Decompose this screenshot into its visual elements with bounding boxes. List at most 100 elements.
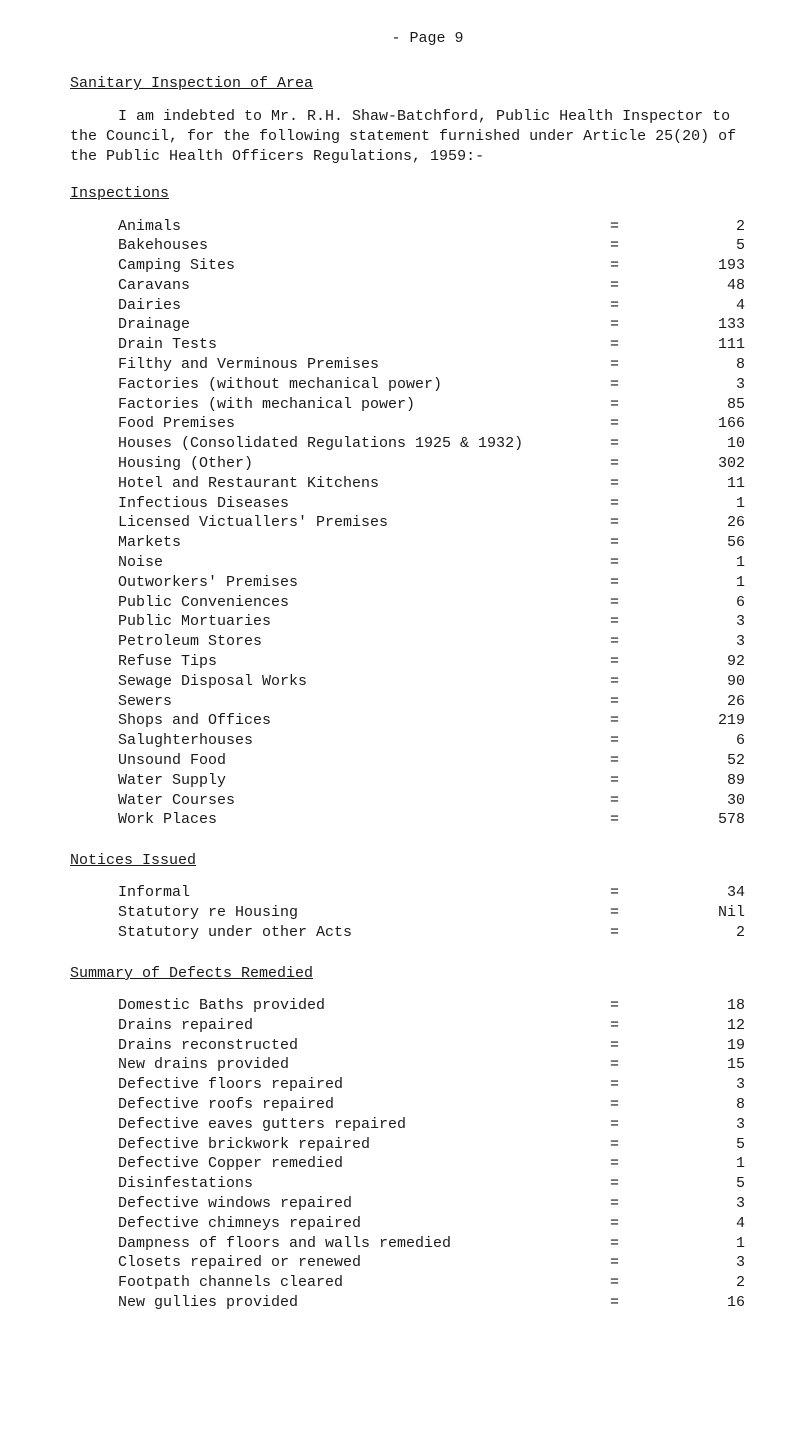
- row-label: Drains reconstructed: [118, 1036, 610, 1056]
- row-equals: =: [610, 672, 690, 692]
- data-row: Food Premises=166: [70, 414, 745, 434]
- row-equals: =: [610, 513, 690, 533]
- row-value: 8: [690, 1095, 745, 1115]
- row-value: 302: [690, 454, 745, 474]
- data-row: Housing (Other)=302: [70, 454, 745, 474]
- data-row: Animals=2: [70, 217, 745, 237]
- row-value: 3: [690, 612, 745, 632]
- row-label: Factories (with mechanical power): [118, 395, 610, 415]
- row-equals: =: [610, 923, 690, 943]
- row-label: Statutory re Housing: [118, 903, 610, 923]
- row-equals: =: [610, 1253, 690, 1273]
- row-equals: =: [610, 771, 690, 791]
- row-label: Work Places: [118, 810, 610, 830]
- row-equals: =: [610, 1234, 690, 1254]
- row-value: 34: [690, 883, 745, 903]
- row-value: 85: [690, 395, 745, 415]
- data-row: Water Supply=89: [70, 771, 745, 791]
- row-label: Informal: [118, 883, 610, 903]
- row-equals: =: [610, 1095, 690, 1115]
- row-label: New drains provided: [118, 1055, 610, 1075]
- row-equals: =: [610, 751, 690, 771]
- row-equals: =: [610, 454, 690, 474]
- row-label: Defective brickwork repaired: [118, 1135, 610, 1155]
- data-row: Public Conveniences=6: [70, 593, 745, 613]
- summary-heading: Summary of Defects Remedied: [70, 965, 745, 982]
- row-value: Nil: [690, 903, 745, 923]
- row-label: Closets repaired or renewed: [118, 1253, 610, 1273]
- row-equals: =: [610, 236, 690, 256]
- row-label: Water Supply: [118, 771, 610, 791]
- section-heading-sanitary: Sanitary Inspection of Area: [70, 75, 745, 92]
- row-equals: =: [610, 276, 690, 296]
- row-equals: =: [610, 652, 690, 672]
- data-row: Drainage=133: [70, 315, 745, 335]
- row-label: Statutory under other Acts: [118, 923, 610, 943]
- row-value: 3: [690, 375, 745, 395]
- row-label: Markets: [118, 533, 610, 553]
- row-equals: =: [610, 335, 690, 355]
- row-equals: =: [610, 355, 690, 375]
- data-row: Defective floors repaired=3: [70, 1075, 745, 1095]
- row-label: Defective chimneys repaired: [118, 1214, 610, 1234]
- data-row: Sewage Disposal Works=90: [70, 672, 745, 692]
- row-equals: =: [610, 494, 690, 514]
- data-row: Filthy and Verminous Premises=8: [70, 355, 745, 375]
- row-equals: =: [610, 1154, 690, 1174]
- data-row: Closets repaired or renewed=3: [70, 1253, 745, 1273]
- data-row: Licensed Victuallers' Premises=26: [70, 513, 745, 533]
- row-value: 10: [690, 434, 745, 454]
- row-equals: =: [610, 903, 690, 923]
- row-label: Food Premises: [118, 414, 610, 434]
- summary-heading-text: Summary of Defects Remedied: [70, 965, 313, 982]
- row-value: 6: [690, 593, 745, 613]
- row-value: 3: [690, 632, 745, 652]
- row-label: Factories (without mechanical power): [118, 375, 610, 395]
- row-value: 6: [690, 731, 745, 751]
- row-value: 92: [690, 652, 745, 672]
- row-equals: =: [610, 315, 690, 335]
- row-equals: =: [610, 731, 690, 751]
- row-label: Defective Copper remedied: [118, 1154, 610, 1174]
- data-row: Markets=56: [70, 533, 745, 553]
- data-row: Drains repaired=12: [70, 1016, 745, 1036]
- data-row: Statutory re Housing=Nil: [70, 903, 745, 923]
- row-label: Defective windows repaired: [118, 1194, 610, 1214]
- row-label: Defective roofs repaired: [118, 1095, 610, 1115]
- row-label: Shops and Offices: [118, 711, 610, 731]
- inspections-list: Animals=2Bakehouses=5Camping Sites=193Ca…: [70, 217, 745, 831]
- data-row: Drains reconstructed=19: [70, 1036, 745, 1056]
- row-label: Hotel and Restaurant Kitchens: [118, 474, 610, 494]
- row-equals: =: [610, 810, 690, 830]
- data-row: Footpath channels cleared=2: [70, 1273, 745, 1293]
- notices-heading-text: Notices Issued: [70, 852, 196, 869]
- row-equals: =: [610, 553, 690, 573]
- row-value: 52: [690, 751, 745, 771]
- page-number: - Page 9: [391, 30, 463, 47]
- data-row: Caravans=48: [70, 276, 745, 296]
- inspections-heading: Inspections: [70, 185, 745, 202]
- data-row: Unsound Food=52: [70, 751, 745, 771]
- row-value: 111: [690, 335, 745, 355]
- row-value: 8: [690, 355, 745, 375]
- row-equals: =: [610, 434, 690, 454]
- row-value: 90: [690, 672, 745, 692]
- row-label: Sewage Disposal Works: [118, 672, 610, 692]
- row-label: Dairies: [118, 296, 610, 316]
- row-equals: =: [610, 217, 690, 237]
- row-value: 1: [690, 1234, 745, 1254]
- data-row: Domestic Baths provided=18: [70, 996, 745, 1016]
- notices-heading: Notices Issued: [70, 852, 745, 869]
- data-row: Refuse Tips=92: [70, 652, 745, 672]
- notices-list: Informal=34Statutory re Housing=NilStatu…: [70, 883, 745, 942]
- data-row: Disinfestations=5: [70, 1174, 745, 1194]
- row-equals: =: [610, 1293, 690, 1313]
- page-header: - Page 9: [110, 30, 745, 47]
- row-label: Filthy and Verminous Premises: [118, 355, 610, 375]
- inspections-heading-text: Inspections: [70, 185, 169, 202]
- row-label: Drains repaired: [118, 1016, 610, 1036]
- row-label: Bakehouses: [118, 236, 610, 256]
- row-value: 2: [690, 1273, 745, 1293]
- data-row: Bakehouses=5: [70, 236, 745, 256]
- row-label: Water Courses: [118, 791, 610, 811]
